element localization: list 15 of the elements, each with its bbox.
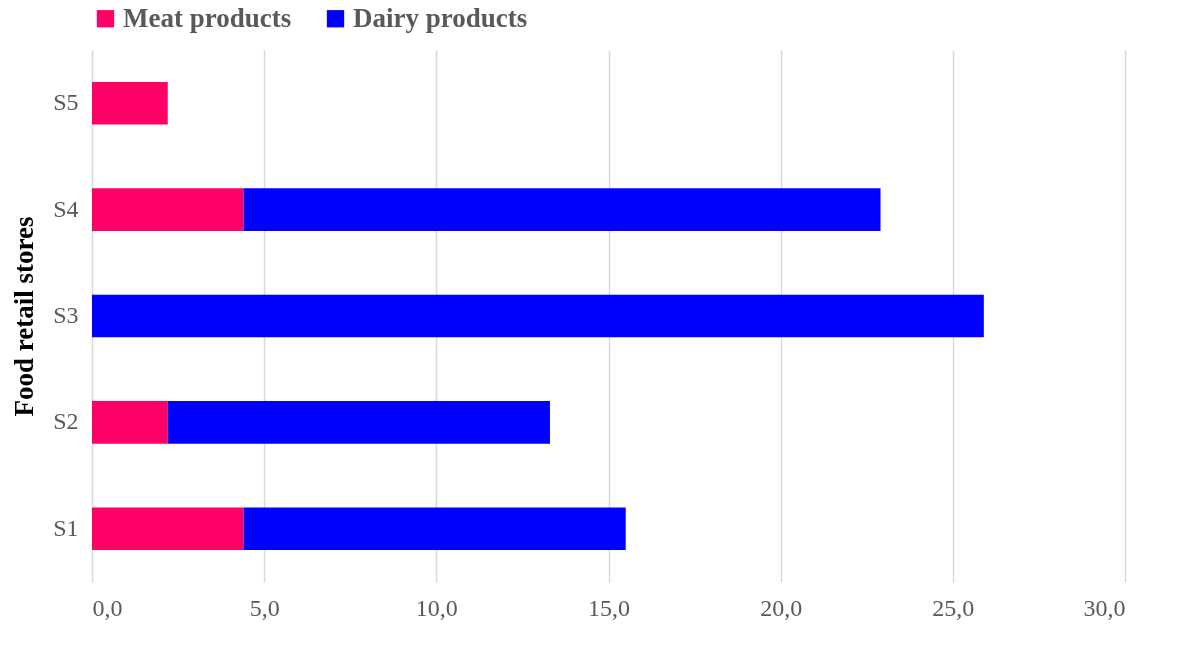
x-tick-label: 25,0 bbox=[932, 594, 975, 621]
x-tick-label: 20,0 bbox=[760, 594, 803, 621]
y-tick-label: S4 bbox=[53, 195, 79, 222]
y-axis-title: Food retail stores bbox=[9, 216, 40, 417]
x-tick-label: 15,0 bbox=[588, 594, 630, 621]
x-tick-label: 5,0 bbox=[249, 594, 280, 621]
x-tick-label: 10,0 bbox=[415, 594, 458, 621]
legend-label: Dairy products bbox=[353, 2, 528, 33]
y-tick-label: S2 bbox=[53, 408, 79, 435]
x-tick-label: 0,0 bbox=[92, 594, 123, 621]
x-tick-label: 30,0 bbox=[1083, 594, 1126, 621]
legend-label: Meat products bbox=[123, 2, 292, 33]
y-tick-label: S5 bbox=[53, 89, 79, 116]
y-tick-label: S1 bbox=[53, 514, 79, 541]
y-tick-label: S3 bbox=[53, 302, 79, 328]
